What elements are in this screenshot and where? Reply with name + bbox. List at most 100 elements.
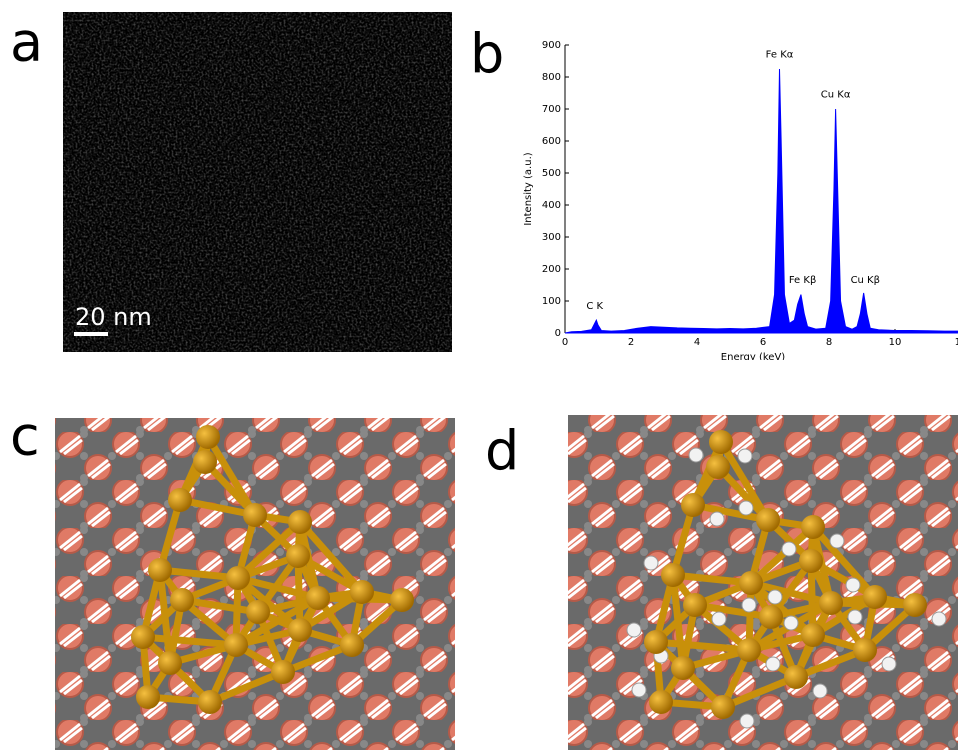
scale-bar-label: 20 nm	[75, 303, 152, 331]
model-c	[55, 418, 455, 750]
peak-label: Cu Kβ	[851, 275, 880, 286]
bond	[715, 464, 771, 523]
sem-grain	[63, 12, 452, 352]
fe-atom	[759, 605, 783, 629]
fe-atom	[246, 600, 270, 624]
h-atom	[711, 611, 727, 627]
h-atom	[847, 609, 863, 625]
h-atom	[781, 541, 797, 557]
h-atom	[631, 682, 647, 698]
fe-atom	[198, 690, 222, 714]
fe-atom	[288, 510, 312, 534]
h-atom	[812, 683, 828, 699]
h-atom	[737, 448, 753, 464]
bond	[208, 668, 285, 706]
fe-atom	[649, 690, 673, 714]
bond	[281, 641, 354, 676]
fe-atom	[131, 625, 155, 649]
fe-atom	[350, 580, 374, 604]
h-atom	[783, 615, 799, 631]
h-atom	[765, 656, 781, 672]
bond	[809, 557, 877, 601]
x-tick-label: 0	[562, 337, 568, 348]
bond	[202, 459, 258, 518]
fe-atom	[709, 430, 733, 454]
bond	[235, 519, 303, 581]
fe-atom	[799, 549, 823, 573]
y-tick-label: 800	[542, 72, 561, 83]
fe-atom	[801, 515, 825, 539]
fe-atom	[224, 633, 248, 657]
fe-atom	[644, 630, 668, 654]
x-tick-label: 4	[694, 337, 700, 348]
h-atom	[739, 713, 755, 729]
fe-atom	[158, 651, 182, 675]
fe-atom	[756, 508, 780, 532]
bond	[807, 560, 817, 636]
fe-atom	[784, 665, 808, 689]
bond	[672, 571, 752, 587]
fe-atom	[193, 450, 217, 474]
spectrum-area	[564, 68, 958, 334]
fe-atom	[196, 425, 220, 449]
h-atom	[931, 611, 947, 627]
bond	[294, 555, 304, 631]
bond	[234, 594, 320, 649]
fe-atom	[711, 695, 735, 719]
panel-label: a	[10, 11, 43, 74]
panel-label: c	[10, 405, 40, 468]
h-atom	[709, 511, 725, 527]
bond	[748, 524, 816, 586]
fe-atom	[306, 586, 330, 610]
h-atom	[741, 597, 757, 613]
fe-atom	[903, 593, 927, 617]
y-tick-label: 200	[542, 264, 561, 275]
fe-atom	[168, 488, 192, 512]
bond	[156, 499, 184, 571]
peak-label: Fe Kβ	[789, 275, 816, 286]
y-tick-label: 900	[542, 40, 561, 51]
peak-label: Cu Kα	[821, 90, 851, 101]
fe-atom	[737, 638, 761, 662]
h-atom	[643, 555, 659, 571]
fe-atom	[271, 660, 295, 684]
h-atom	[738, 500, 754, 516]
bond	[669, 504, 697, 576]
fe-atom	[390, 588, 414, 612]
fe-atom	[286, 544, 310, 568]
y-tick-label: 700	[542, 104, 561, 115]
bond	[235, 575, 303, 633]
y-tick-label: 600	[542, 136, 561, 147]
bond	[721, 673, 798, 711]
fe-atom	[706, 455, 730, 479]
bond	[179, 496, 256, 519]
bond	[692, 501, 769, 524]
bond	[694, 601, 772, 621]
bond	[655, 638, 750, 654]
bond	[811, 594, 877, 638]
fe-atom	[681, 493, 705, 517]
bond	[142, 633, 237, 649]
fe-atom	[853, 638, 877, 662]
fe-atom	[863, 585, 887, 609]
peak-label: Fe Kα	[766, 50, 794, 61]
model-d	[568, 415, 958, 750]
bond	[298, 589, 364, 633]
h-atom	[829, 533, 845, 549]
panel-label: d	[485, 420, 519, 483]
x-tick-label: 8	[826, 337, 832, 348]
fe-atom	[136, 685, 160, 709]
h-atom	[688, 447, 704, 463]
fe-atom	[671, 656, 695, 680]
fe-atom	[683, 593, 707, 617]
fe-atom	[170, 588, 194, 612]
panel-label: b	[470, 23, 504, 86]
fe-atom	[226, 566, 250, 590]
bond	[748, 580, 816, 638]
fe-atom	[340, 633, 364, 657]
h-atom	[626, 622, 642, 638]
y-tick-label: 400	[542, 200, 561, 211]
bond	[159, 566, 239, 582]
y-tick-label: 100	[542, 296, 561, 307]
